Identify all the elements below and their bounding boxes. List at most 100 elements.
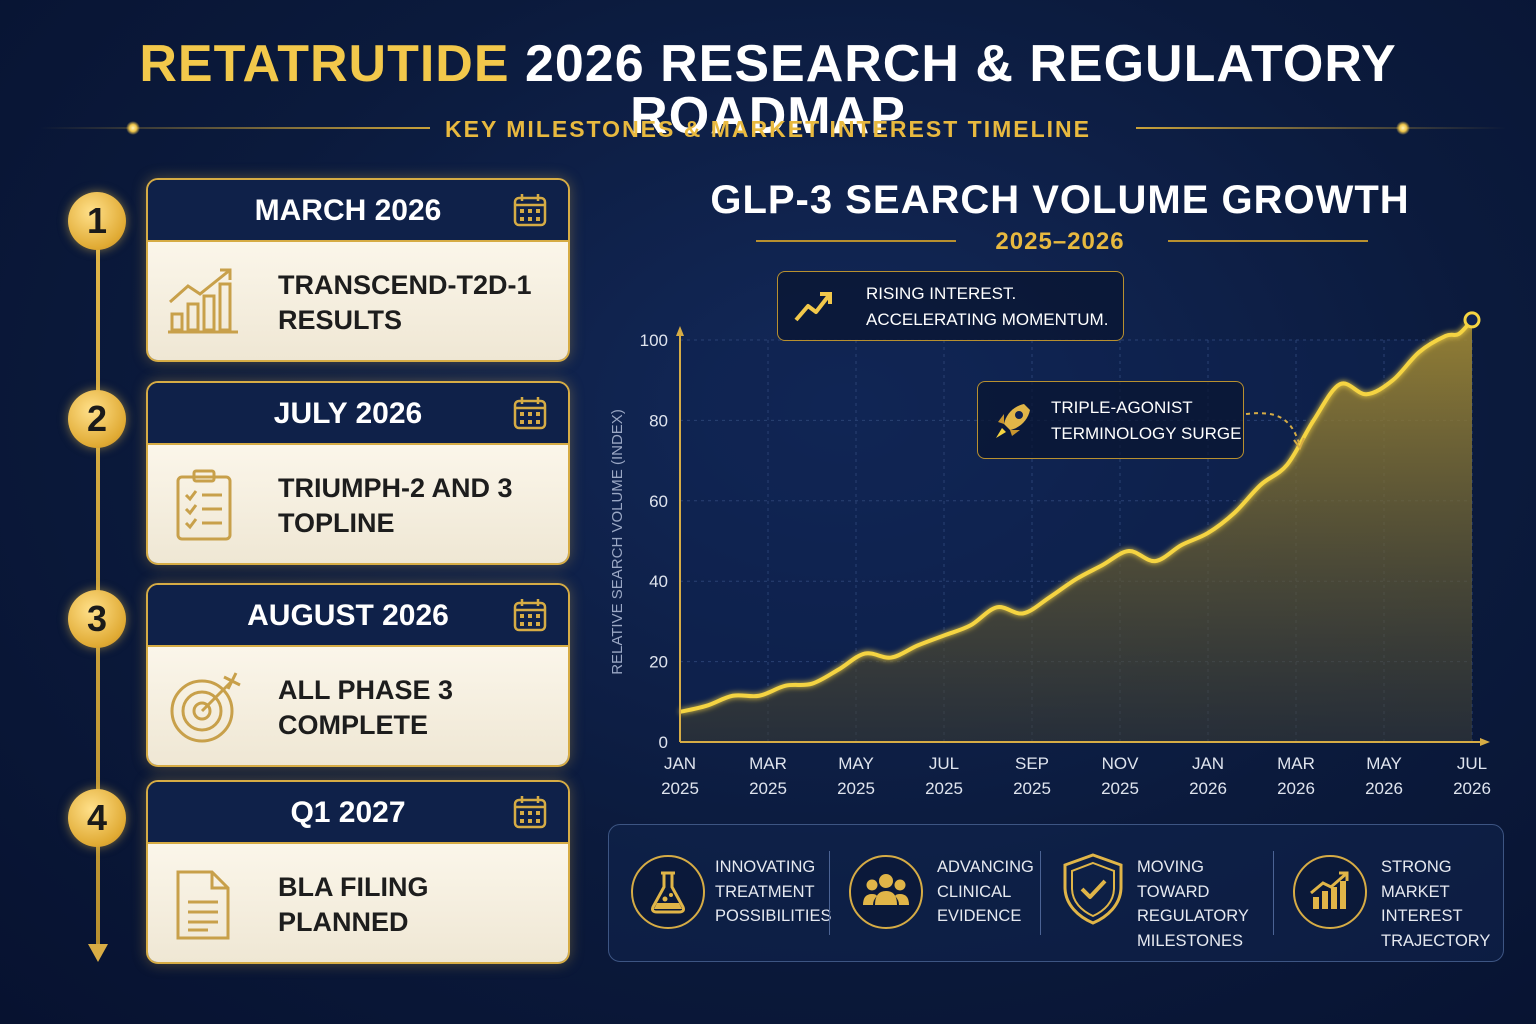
x-tick-label-year: 2025 [837, 779, 875, 798]
callout-pointer-head [1293, 437, 1305, 451]
milestone-card-4: Q1 2027 BLA FILING PLANNED [146, 780, 570, 964]
x-tick-label-month: JUL [929, 754, 959, 773]
milestone-text: ALL PHASE 3 COMPLETE [278, 675, 454, 740]
feature-strip: INNOVATING TREATMENT POSSIBILITIES ADVAN… [608, 824, 1504, 962]
milestone-number-4: 4 [68, 789, 126, 847]
document-icon [176, 870, 230, 940]
people-group-icon [863, 874, 909, 905]
chart-subtitle: 2025–2026 [995, 228, 1125, 255]
area-fill [680, 319, 1472, 742]
milestone-date: Q1 2027 [290, 796, 406, 829]
x-tick-label-year: 2026 [1365, 779, 1403, 798]
callout-rising-text: RISING INTEREST. ACCELERATING MOMENTUM. [866, 284, 1109, 329]
title-roadmap: 2026 RESEARCH & REGULATORY ROADMAP [524, 35, 1397, 145]
calendar-icon [513, 194, 547, 227]
feature-item: MOVING TOWARD REGULATORY MILESTONES [1057, 825, 1267, 961]
feature-item: ADVANCING CLINICAL EVIDENCE [849, 825, 1049, 961]
milestone-card-1: MARCH 2026 TRANSCEND-T2D-1 RESULTS [146, 178, 570, 362]
x-tick-label-month: SEP [1015, 754, 1049, 773]
milestone-card-header: MARCH 2026 [148, 180, 568, 242]
callout-surge-text: TRIPLE-AGONIST TERMINOLOGY SURGE [1051, 398, 1242, 443]
x-tick-label-year: 2026 [1453, 779, 1491, 798]
milestone-card-2: JULY 2026 TRIUMPH-2 AND 3 TOPLINE [146, 381, 570, 565]
x-tick-label-month: NOV [1102, 754, 1140, 773]
feature-item: STRONG MARKET INTEREST TRAJECTORY [1293, 825, 1493, 961]
feature-text: ADVANCING CLINICAL EVIDENCE [937, 858, 1034, 925]
callout-rising-interest: RISING INTEREST. ACCELERATING MOMENTUM. [777, 271, 1124, 341]
milestone-text: TRANSCEND-T2D-1 RESULTS [278, 270, 532, 335]
series-endpoint [1463, 311, 1481, 329]
calendar-icon [513, 599, 547, 632]
x-tick-label-year: 2025 [661, 779, 699, 798]
milestone-number-3: 3 [68, 590, 126, 648]
callout-terminology-surge: TRIPLE-AGONIST TERMINOLOGY SURGE [977, 381, 1244, 459]
subtitle-rule-right [1136, 127, 1506, 129]
feature-item: INNOVATING TREATMENT POSSIBILITIES [631, 825, 831, 961]
milestone-number-2: 2 [68, 390, 126, 448]
milestone-text: TRIUMPH-2 AND 3 TOPLINE [278, 473, 513, 538]
milestone-card-body: ALL PHASE 3 COMPLETE [148, 647, 568, 765]
search-volume-chart: 0 20 40 60 80 100 JAN 2025 MAR 2025 MAY 2025 JUL 2025… [609, 311, 1491, 798]
calendar-icon [513, 397, 547, 430]
feature-divider [1040, 851, 1041, 935]
timeline-arrow-icon [88, 944, 108, 962]
y-tick-label: 0 [659, 733, 668, 752]
sparkle-left-icon [126, 121, 140, 135]
milestone-card-body: TRANSCEND-T2D-1 RESULTS [148, 242, 568, 360]
milestone-card-body: BLA FILING PLANNED [148, 844, 568, 962]
milestone-text: BLA FILING PLANNED [278, 872, 429, 937]
y-axis-arrow-icon [676, 326, 684, 336]
y-tick-label: 20 [649, 653, 668, 672]
milestone-card-header: Q1 2027 [148, 782, 568, 844]
subtitle-rule-left [40, 127, 430, 129]
x-tick-label-month: JAN [664, 754, 696, 773]
bar-growth-icon [168, 268, 238, 334]
y-tick-label: 40 [649, 572, 668, 591]
feature-divider [829, 851, 830, 935]
y-tick-label: 60 [649, 492, 668, 511]
page-title: RETATRUTIDE 2026 RESEARCH & REGULATORY R… [0, 38, 1536, 142]
x-tick-label-month: JAN [1192, 754, 1224, 773]
feature-icon-ring [1293, 855, 1367, 929]
title-drug-name: RETATRUTIDE [139, 35, 510, 93]
y-axis-label: RELATIVE SEARCH VOLUME (INDEX) [609, 409, 626, 675]
feature-icon-ring [631, 855, 705, 929]
chart-subtitle-rule-left [756, 240, 956, 242]
x-axis-arrow-icon [1480, 738, 1490, 746]
clipboard-checklist-icon [176, 469, 232, 541]
y-tick-label: 100 [640, 331, 668, 350]
milestone-card-body: TRIUMPH-2 AND 3 TOPLINE [148, 445, 568, 563]
series-line [679, 318, 1474, 714]
y-tick-label: 80 [649, 411, 668, 430]
milestone-date: MARCH 2026 [254, 194, 442, 227]
x-tick-label-month: MAR [749, 754, 787, 773]
page-subtitle: KEY MILESTONES & MARKET INTEREST TIMELIN… [445, 116, 1091, 142]
milestone-number-1: 1 [68, 192, 126, 250]
feature-text: STRONG MARKET INTEREST TRAJECTORY [1381, 858, 1491, 950]
milestone-card-3: AUGUST 2026 ALL PHASE 3 COMPLETE [146, 583, 570, 767]
target-icon [170, 672, 241, 743]
x-tick-label-month: MAR [1277, 754, 1315, 773]
growth-chart-icon [1310, 871, 1349, 909]
feature-icon-ring [849, 855, 923, 929]
chart-title: GLP-3 SEARCH VOLUME GROWTH [710, 178, 1410, 222]
feature-text: MOVING TOWARD REGULATORY MILESTONES [1137, 858, 1249, 950]
shield-check-icon [1063, 853, 1123, 925]
chart-subtitle-rule-right [1168, 240, 1368, 242]
x-tick-label-year: 2025 [749, 779, 787, 798]
x-tick-label-month: MAY [838, 754, 874, 773]
milestone-date: JULY 2026 [273, 397, 423, 430]
rocket-icon [996, 404, 1030, 438]
x-tick-label-month: JUL [1457, 754, 1487, 773]
calendar-icon [513, 796, 547, 829]
subtitle-row: KEY MILESTONES & MARKET INTEREST TIMELIN… [0, 114, 1536, 142]
feature-text: INNOVATING TREATMENT POSSIBILITIES [715, 858, 832, 925]
x-tick-label-year: 2026 [1277, 779, 1315, 798]
trend-arrow-icon [794, 292, 832, 322]
feature-divider [1273, 851, 1274, 935]
callout-pointer [1245, 412, 1301, 447]
x-tick-label-year: 2026 [1189, 779, 1227, 798]
milestone-card-header: AUGUST 2026 [148, 585, 568, 647]
x-tick-label-year: 2025 [1013, 779, 1051, 798]
milestone-date: AUGUST 2026 [247, 599, 449, 632]
